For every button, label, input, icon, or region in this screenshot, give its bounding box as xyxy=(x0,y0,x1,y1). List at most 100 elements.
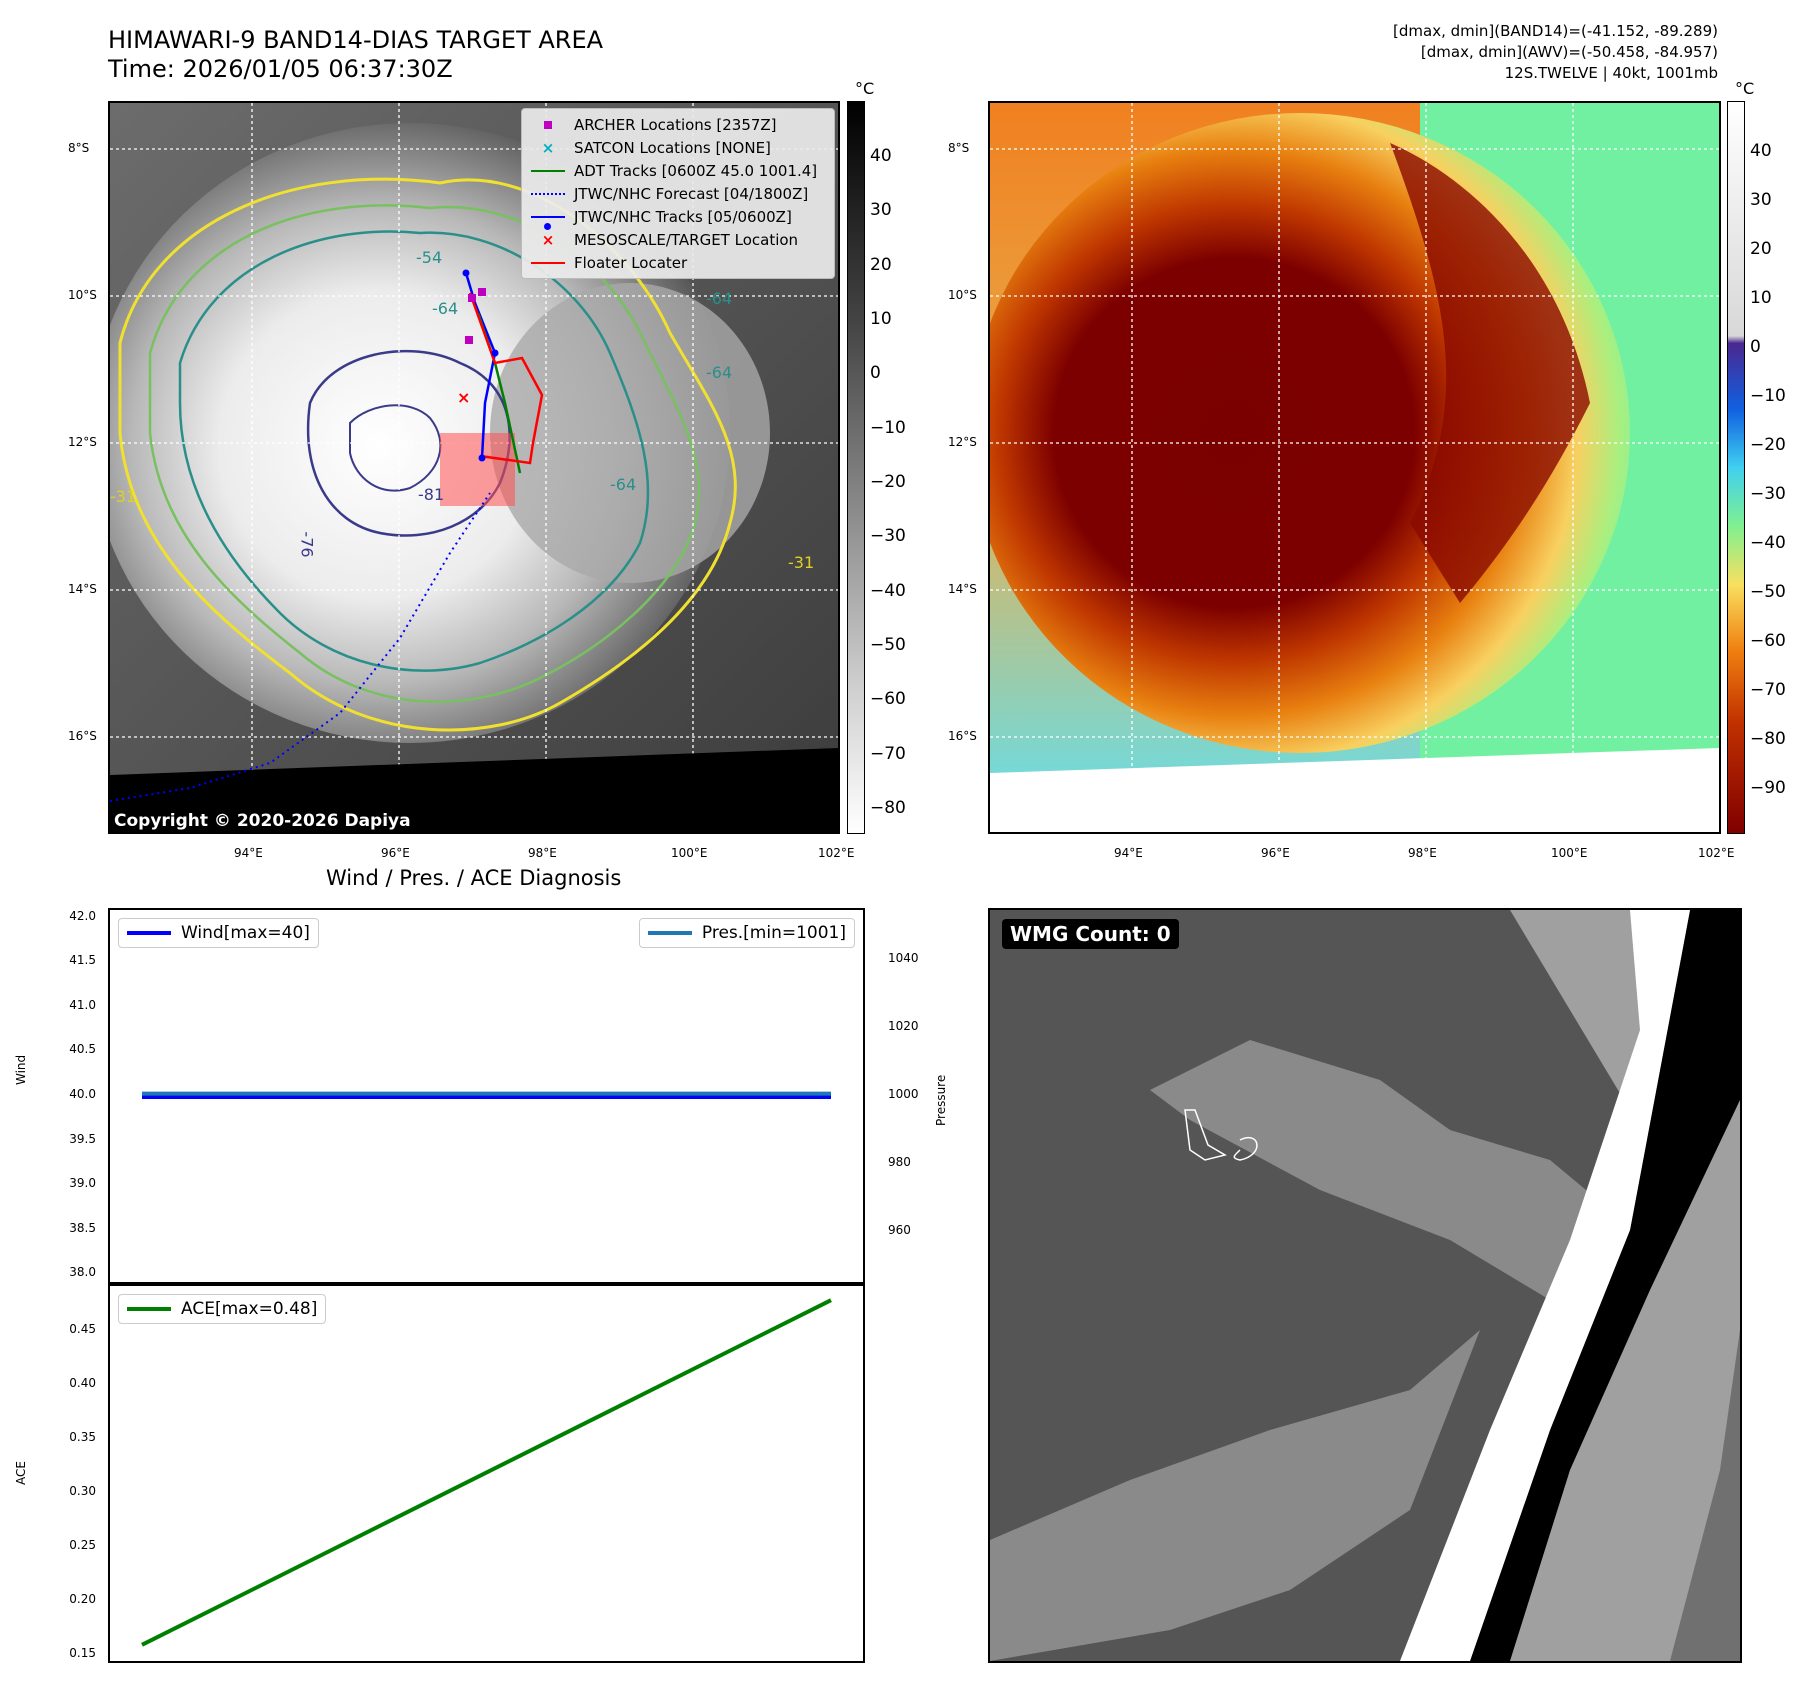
lon-tick: 96°E xyxy=(381,846,410,860)
lat-tick: 12°S xyxy=(948,435,977,449)
colorbar-tick: −60 xyxy=(870,689,906,709)
colorbar-tick: −80 xyxy=(1750,729,1786,749)
wind-tick-label: 39.5 xyxy=(69,1131,96,1146)
colorbar-tick: 10 xyxy=(1750,288,1772,308)
lon-tick: 102°E xyxy=(818,846,855,860)
legend-label: Floater Locater xyxy=(574,253,688,272)
colorbar-tick: −80 xyxy=(870,798,906,818)
ace-plot xyxy=(141,1298,832,1647)
colorbar-tick: 10 xyxy=(870,309,892,329)
wmg-image xyxy=(990,910,1740,1661)
colorbar-tick: −70 xyxy=(1750,680,1786,700)
colorbar-tick: 20 xyxy=(870,255,892,275)
lat-tick: 8°S xyxy=(948,141,970,155)
dmax-awv-info: [dmax, dmin](AWV)=(-50.458, -84.957) xyxy=(1420,43,1718,61)
legend-label: Wind[max=40] xyxy=(181,923,310,943)
lat-tick: 16°S xyxy=(68,729,97,743)
wind-legend: Wind[max=40] xyxy=(118,918,319,948)
colorbar-unit: °C xyxy=(1735,79,1755,98)
wmg-count-badge: WMG Count: 0 xyxy=(1002,919,1179,949)
wmg-panel: WMG Count: 0 xyxy=(988,908,1742,1663)
colorbar-tick: −40 xyxy=(870,581,906,601)
colorbar-tick: −10 xyxy=(870,418,906,438)
band14-map-panel: × -54 -64 -64 -64 -81 -76 -31 -31 -64 AR… xyxy=(108,101,840,834)
lon-tick: 100°E xyxy=(671,846,708,860)
colorbar-tick: −90 xyxy=(1750,778,1786,798)
lon-tick: 98°E xyxy=(528,846,557,860)
legend-item-jtwc: JTWC/NHC Tracks [05/0600Z] xyxy=(530,205,826,230)
wind-tick-label: 40.5 xyxy=(69,1042,96,1057)
wind-tick-label: 38.0 xyxy=(69,1265,96,1280)
pressure-axis-label: Pressure xyxy=(934,1074,948,1126)
contour-label: -76 xyxy=(297,531,317,558)
legend-label: JTWC/NHC Forecast [04/1800Z] xyxy=(574,184,809,203)
lon-tick: 98°E xyxy=(1408,846,1437,860)
ace-tick-label: 0.40 xyxy=(69,1376,96,1391)
lat-tick: 14°S xyxy=(68,582,97,596)
ace-tick-label: 0.15 xyxy=(69,1645,96,1660)
awv-colorbar xyxy=(1727,101,1745,834)
colorbar-tick: 40 xyxy=(1750,141,1772,161)
x-marker-icon: × xyxy=(541,138,555,157)
ace-chart: ACE[max=0.48] xyxy=(108,1282,865,1663)
contour-label: -64 xyxy=(706,363,733,382)
colorbar-tick: 0 xyxy=(870,363,881,383)
lat-tick: 10°S xyxy=(948,288,977,302)
legend-label: ADT Tracks [0600Z 45.0 1001.4] xyxy=(574,161,818,180)
colorbar-tick: −60 xyxy=(1750,631,1786,651)
pressure-tick-label: 980 xyxy=(888,1155,911,1169)
lat-tick: 16°S xyxy=(948,729,977,743)
ace-tick-label: 0.45 xyxy=(69,1322,96,1337)
colorbar-tick: 40 xyxy=(870,146,892,166)
legend-line-icon xyxy=(127,931,171,935)
contour-label: -64 xyxy=(706,289,733,308)
wind-axis-label: Wind xyxy=(14,1054,28,1085)
lon-tick: 96°E xyxy=(1261,846,1290,860)
track-legend: ARCHER Locations [2357Z] × SATCON Locati… xyxy=(521,108,835,279)
diagnosis-chart-title: Wind / Pres. / ACE Diagnosis xyxy=(326,866,622,890)
colorbar-tick: −20 xyxy=(1750,435,1786,455)
grayscale-colorbar xyxy=(847,101,865,834)
lon-tick: 100°E xyxy=(1551,846,1588,860)
lon-tick: 94°E xyxy=(1114,846,1143,860)
legend-item-mesoscale: × MESOSCALE/TARGET Location xyxy=(530,228,826,251)
ace-tick-label: 0.25 xyxy=(69,1537,96,1552)
legend-item-floater: Floater Locater xyxy=(530,251,826,274)
ace-tick-label: 0.30 xyxy=(69,1484,96,1499)
lat-tick: 14°S xyxy=(948,582,977,596)
ace-legend: ACE[max=0.48] xyxy=(118,1294,327,1324)
colorbar-tick: −30 xyxy=(1750,484,1786,504)
ace-series-line xyxy=(141,1298,832,1647)
contour-label: -54 xyxy=(416,248,443,267)
colorbar-tick: 30 xyxy=(1750,190,1772,210)
lon-tick: 102°E xyxy=(1698,846,1735,860)
line-dot-icon xyxy=(530,215,566,230)
square-marker-icon xyxy=(530,120,566,129)
wind-tick-label: 38.5 xyxy=(69,1220,96,1235)
legend-label: ACE[max=0.48] xyxy=(181,1299,318,1319)
dotted-line-icon xyxy=(530,192,566,195)
legend-label: MESOSCALE/TARGET Location xyxy=(574,230,799,249)
colorbar-tick: −70 xyxy=(870,744,906,764)
wind-tick-label: 41.0 xyxy=(69,997,96,1012)
wind-tick-label: 39.0 xyxy=(69,1176,96,1191)
storm-info: 12S.TWELVE | 40kt, 1001mb xyxy=(1504,64,1718,82)
figure-title-line2: Time: 2026/01/05 06:37:30Z xyxy=(108,55,453,83)
svg-text:×: × xyxy=(457,388,470,407)
lon-tick: 94°E xyxy=(234,846,263,860)
pressure-tick-label: 1040 xyxy=(888,951,919,965)
copyright-text: Copyright © 2020-2026 Dapiya xyxy=(114,811,411,831)
legend-label: SATCON Locations [NONE] xyxy=(574,138,771,157)
figure-title-line1: HIMAWARI-9 BAND14-DIAS TARGET AREA xyxy=(108,26,604,54)
lat-tick: 10°S xyxy=(68,288,97,302)
colorbar-tick: −10 xyxy=(1750,386,1786,406)
wind-pressure-plot xyxy=(142,1091,831,1099)
colorbar-tick: −50 xyxy=(870,635,906,655)
colorbar-tick: −20 xyxy=(870,472,906,492)
colorbar-tick: −50 xyxy=(1750,582,1786,602)
contour-label: -81 xyxy=(418,485,445,504)
colorbar-tick: 30 xyxy=(870,200,892,220)
pressure-tick-label: 1000 xyxy=(888,1087,919,1101)
contour-label: -64 xyxy=(610,475,637,494)
pressure-tick-label: 1020 xyxy=(888,1019,919,1033)
